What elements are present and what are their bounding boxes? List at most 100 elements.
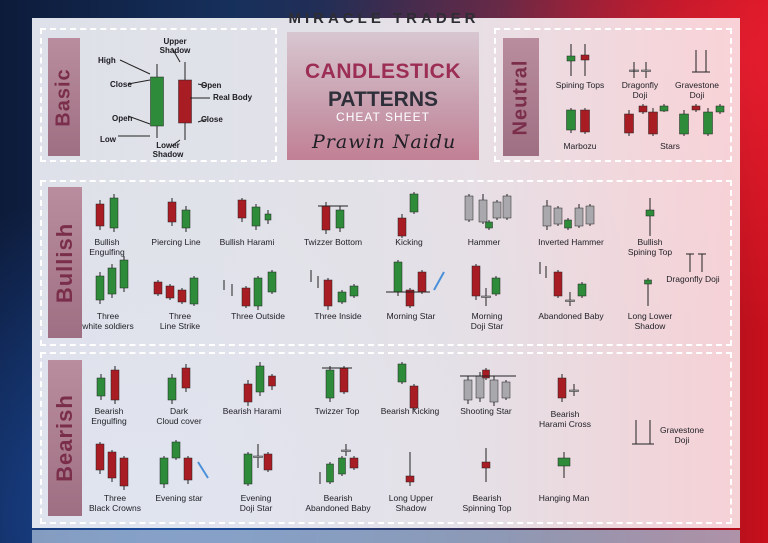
candle-body [405, 289, 415, 307]
candle-body [153, 281, 163, 295]
annotation-line [127, 115, 151, 125]
candle-body [251, 206, 261, 227]
candle-body [645, 209, 655, 217]
candle-body [580, 54, 590, 61]
label-close-left: Close [110, 80, 132, 89]
candle-body [243, 383, 253, 403]
candle-body [237, 199, 247, 219]
candle-body [107, 267, 117, 295]
candle-body [189, 277, 199, 305]
neutral-caption: Spining Tops [555, 80, 605, 90]
annotation-line [197, 118, 208, 123]
bullish-row1-caption: Hammer [467, 237, 501, 247]
bullish-panel [40, 180, 732, 346]
candle-body [542, 205, 552, 227]
candle-body [321, 205, 331, 231]
bullish-row2-caption: Three white soldiers [82, 311, 134, 331]
bullish-row2-caption: Abandoned Baby [538, 311, 604, 321]
signature: Prawin Naidu [312, 131, 457, 153]
candle-body [338, 457, 346, 475]
bullish-row1-caption: Bullish Spining Top [627, 237, 673, 257]
label-high: High [98, 56, 116, 65]
candle-body [397, 217, 407, 237]
candle-body [178, 79, 192, 124]
candle-body [96, 377, 106, 397]
candle-body [569, 389, 579, 392]
candle-body [501, 381, 511, 399]
bearish-row1-caption: Dark Cloud cover [156, 406, 202, 426]
candle-body [110, 369, 120, 401]
candle-body [177, 289, 187, 303]
bearish-row1-caption: Twizzer Top [314, 406, 360, 416]
candle-body [557, 377, 567, 399]
candle-body [349, 457, 359, 469]
candle-body [241, 287, 251, 307]
candle-body [253, 277, 263, 307]
bearish-row2-caption: Evening Doji Star [239, 493, 273, 513]
candle-body [165, 285, 175, 299]
candle-body [95, 203, 105, 227]
candle-body [557, 457, 571, 467]
bearish-row1-caption: Bearish Harami [222, 406, 282, 416]
direction-arrow [433, 271, 445, 291]
candle-body [397, 363, 407, 383]
candle-body [243, 453, 253, 485]
candle-body [481, 295, 491, 298]
bullish-row1-caption: Twizzer Bottom [303, 237, 363, 247]
label-real-body: Real Body [213, 93, 253, 102]
bearish-row1-caption: Shooting Star [460, 406, 512, 416]
bearish-row1-caption: Bearish Kicking [380, 406, 440, 416]
direction-arrow [197, 461, 209, 479]
candle-body [95, 443, 105, 471]
basic-panel [40, 28, 277, 162]
annotation-line [127, 79, 151, 85]
bearish-row2-caption: Three Black Crowns [89, 493, 141, 513]
candle-body [502, 195, 512, 219]
candle-body [492, 201, 502, 219]
bullish-row1-caption: Bullish Harami [219, 237, 275, 247]
bullish-band: Bullish [48, 187, 82, 338]
bullish-row1-caption: Bullish Engulfing [89, 237, 125, 257]
candle-body [564, 219, 572, 229]
candle-body [335, 209, 345, 229]
annotation-line [197, 83, 208, 87]
candle-body [566, 109, 576, 131]
bullish-row2-caption: Three Inside [314, 311, 362, 321]
candle-body [553, 207, 563, 225]
bearish-row2-caption: Hanging Man [538, 493, 590, 503]
candle-body [253, 455, 263, 458]
candle-body [644, 279, 652, 285]
bearish-row2-caption: Long Upper Shadow [388, 493, 434, 513]
neutral-caption: Dragonfly Doji [621, 80, 659, 100]
neutral-panel [494, 28, 732, 162]
candle-body [255, 365, 265, 393]
neutral-caption: Stars [660, 141, 680, 151]
title-line-2: PATTERNS [327, 88, 439, 111]
bottom-rail [32, 530, 740, 543]
bearish-row2-caption: Bearish Spinning Top [462, 493, 512, 513]
bearish-row1-caption: Bearish Harami Cross [539, 409, 591, 429]
title-line-1: CANDLESTICK [305, 60, 461, 83]
candle-body [167, 201, 177, 223]
candle-body [267, 271, 277, 293]
neutral-band: Neutral [503, 38, 539, 156]
bullish-row2-caption: Morning Star [386, 311, 436, 321]
candle-body [393, 261, 403, 293]
label-low: Low [100, 135, 116, 144]
candle-body [181, 209, 191, 229]
candle-body [95, 275, 105, 301]
candle-body [715, 105, 725, 113]
candle-body [691, 105, 701, 111]
candle-body [339, 367, 349, 393]
candle-body [489, 379, 499, 403]
candle-body [703, 111, 713, 135]
candle-body [471, 265, 481, 297]
brand-title: MIRACLE TRADER [288, 10, 480, 27]
candle-body [638, 105, 648, 113]
basic-band: Basic [48, 38, 80, 156]
candle-body [648, 111, 658, 135]
bearish-band: Bearish [48, 360, 82, 516]
candle-body [679, 113, 689, 135]
candle-body [119, 457, 129, 487]
